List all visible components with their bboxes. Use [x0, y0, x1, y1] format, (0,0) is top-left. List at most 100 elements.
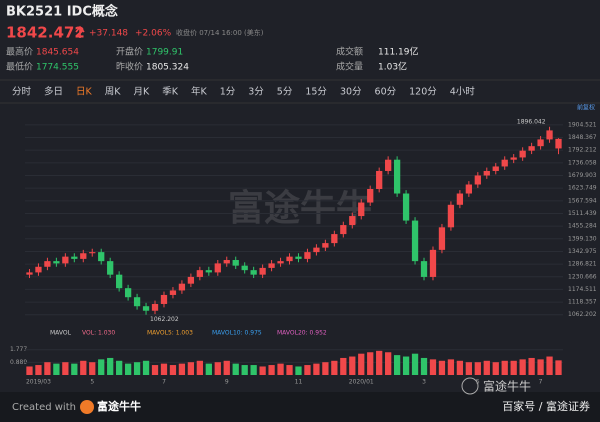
volume-bar — [474, 362, 481, 375]
tab[interactable]: 年K — [191, 86, 208, 98]
volume-bar — [232, 363, 239, 375]
logo-icon — [461, 377, 479, 395]
y-tick-label: 1848.367 — [568, 134, 597, 141]
title: BK2521 IDC概念 — [6, 4, 118, 20]
candle-body — [178, 283, 186, 291]
stat-value: 1799.91 — [146, 48, 183, 58]
volume-bar — [376, 350, 383, 375]
volume-bar — [250, 365, 257, 375]
volume-bar — [286, 365, 293, 375]
watermark: 富途牛牛 — [228, 187, 372, 229]
volume-bar — [519, 359, 526, 375]
volume-bar — [510, 360, 517, 375]
volume-bar — [313, 363, 320, 375]
volume-bar — [187, 362, 195, 375]
volume-bar — [44, 362, 51, 375]
tab[interactable]: 1分 — [220, 87, 236, 98]
stat-label: 成交量 — [336, 61, 363, 73]
candle-body — [331, 234, 338, 244]
tab[interactable]: 分时 — [12, 86, 32, 98]
volume-bar — [322, 362, 329, 375]
tab[interactable]: 3分 — [248, 87, 264, 98]
tab[interactable]: 多日 — [44, 86, 63, 98]
candle-body — [438, 227, 446, 250]
tab[interactable]: 季K — [162, 86, 179, 98]
volume-bar — [89, 362, 96, 375]
x-tick-label: 2019/03 — [26, 379, 51, 386]
tab[interactable]: 5分 — [277, 87, 293, 98]
candle-body — [250, 270, 257, 275]
x-tick-label: 11 — [295, 379, 303, 386]
tab[interactable]: 15分 — [305, 87, 327, 98]
footer-source: 百家号 / 富途证券 — [502, 399, 590, 413]
volume-bar — [205, 363, 212, 375]
y-tick-label: 1342.975 — [568, 248, 597, 255]
volume-bar — [71, 363, 78, 375]
candle-body — [196, 270, 203, 277]
tab[interactable]: 周K — [105, 87, 122, 98]
volume-indicator: MAVOL — [50, 330, 72, 337]
x-tick-label: 5 — [90, 379, 94, 386]
status: 收盘价 07/14 16:00 (美东) — [176, 28, 264, 37]
price: 1842.472 — [6, 24, 85, 42]
volume-bar — [268, 365, 275, 375]
candle-body — [151, 303, 159, 311]
volume-bar — [402, 356, 410, 375]
candle-body — [35, 266, 42, 273]
candle-body — [295, 256, 302, 259]
tab[interactable]: 日K — [76, 87, 93, 98]
adjust-label[interactable]: 前复权 — [577, 104, 595, 112]
volume-bar — [393, 355, 401, 375]
candle-body — [411, 220, 419, 262]
candle-body — [142, 306, 150, 311]
volume-bar — [528, 357, 535, 375]
volume-bar — [546, 356, 553, 375]
volume-bar — [223, 360, 230, 375]
volume-bar — [447, 359, 455, 375]
volume-bar — [196, 360, 203, 375]
tab[interactable]: 120分 — [409, 87, 437, 98]
candle-body — [53, 261, 60, 264]
y-tick-label: 1399.130 — [568, 235, 597, 242]
volume-bar — [259, 366, 266, 375]
candle-body — [80, 253, 87, 259]
volume-bar — [438, 360, 446, 375]
candle-body — [340, 225, 347, 235]
change-pct: +2.06% — [135, 29, 172, 39]
candle-body — [304, 252, 311, 259]
candle-body — [537, 139, 544, 147]
volume-bar — [349, 356, 356, 375]
volume-bar — [295, 366, 302, 375]
tab[interactable]: 30分 — [340, 87, 362, 98]
candle-body — [492, 166, 499, 171]
candle-body — [169, 290, 177, 295]
volume-bar — [124, 363, 132, 375]
candle-body — [483, 170, 490, 176]
candle-body — [349, 216, 356, 226]
stat-label: 最低价 — [6, 61, 33, 73]
change: +37.148 — [89, 29, 128, 39]
tab[interactable]: 60分 — [375, 87, 397, 98]
candle-body — [358, 202, 365, 217]
tab[interactable]: 4小时 — [450, 86, 476, 98]
volume-bar — [62, 362, 69, 375]
y-tick-label: 1455.284 — [568, 223, 597, 230]
x-tick-label: 2020/01 — [349, 379, 374, 386]
candle-body — [205, 270, 212, 273]
candle-body — [385, 159, 392, 171]
tab[interactable]: 月K — [134, 87, 151, 98]
volume-bar — [98, 359, 105, 375]
candle-body — [555, 138, 562, 149]
y-tick-label: 1230.666 — [568, 273, 597, 280]
x-tick-label: 3 — [422, 379, 426, 386]
candle-body — [241, 265, 248, 271]
candle-body — [393, 159, 401, 194]
volume-bar — [555, 360, 562, 375]
stat-value: 1774.555 — [36, 63, 79, 73]
candle-body — [277, 261, 284, 264]
volume-legend: VOL: 1.030 — [82, 330, 115, 337]
volume-bar — [133, 362, 141, 375]
volume-bar — [537, 359, 544, 375]
